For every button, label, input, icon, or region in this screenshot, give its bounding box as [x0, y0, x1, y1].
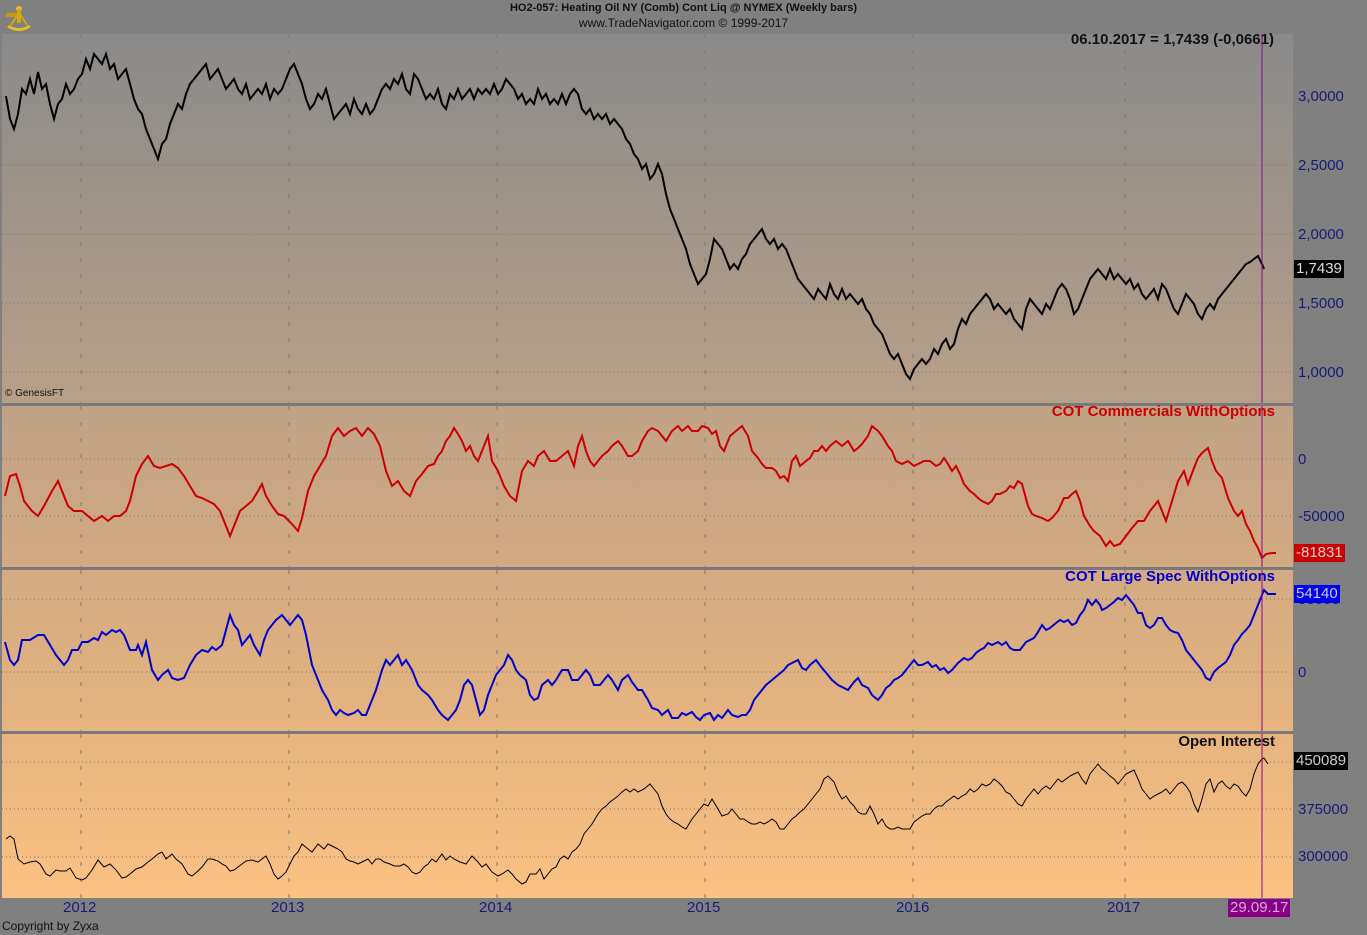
price-axis-15: 1,5000 [1298, 295, 1344, 312]
commercials-chart [2, 406, 1293, 567]
price-panel[interactable]: © GenesisFT [2, 34, 1293, 403]
large-spec-title: COT Large Spec WithOptions [1065, 568, 1275, 585]
commercials-current-tag: -81831 [1294, 544, 1345, 562]
price-axis-25: 2,5000 [1298, 157, 1344, 174]
last-value-label: 06.10.2017 = 1,7439 (-0,0661) [1070, 31, 1274, 48]
panel-divider[interactable] [0, 567, 1294, 570]
price-current-tag: 1,7439 [1294, 260, 1344, 278]
copyright-text: Copyright by Zyxa [2, 919, 99, 933]
price-chart [2, 34, 1293, 403]
commercials-axis-50000: -50000 [1298, 508, 1345, 525]
x-axis-2014: 2014 [479, 899, 513, 916]
x-axis-2016: 2016 [896, 899, 930, 916]
chart-subtitle: www.TradeNavigator.com © 1999-2017 [578, 16, 789, 30]
large-spec-current-tag: 54140 [1294, 585, 1340, 603]
commercials-panel[interactable] [2, 406, 1293, 567]
price-axis-2: 2,0000 [1298, 226, 1344, 243]
x-axis-2012: 2012 [63, 899, 97, 916]
commercials-title: COT Commercials WithOptions [1051, 403, 1275, 420]
cursor-date-tag: 29.09.17 [1228, 899, 1291, 917]
chart-title: HO2-057: Heating Oil NY (Comb) Cont Liq … [509, 2, 858, 14]
genesis-credit: © GenesisFT [5, 388, 65, 399]
open-interest-panel[interactable] [2, 734, 1293, 898]
sextant-logo-icon [3, 3, 35, 35]
open-interest-title: Open Interest [1178, 733, 1275, 750]
x-axis-2013: 2013 [271, 899, 305, 916]
price-axis-1: 1,0000 [1298, 364, 1344, 381]
x-axis-2015: 2015 [687, 899, 721, 916]
open-interest-chart [2, 734, 1293, 898]
price-axis-3: 3,0000 [1298, 88, 1344, 105]
panel-divider[interactable] [0, 403, 1294, 406]
oi-axis-300000: 300000 [1298, 848, 1349, 865]
panel-divider[interactable] [0, 731, 1294, 734]
commercials-axis-0: 0 [1298, 451, 1307, 468]
large-spec-chart [2, 570, 1293, 731]
large-spec-panel[interactable] [2, 570, 1293, 731]
large-spec-axis-0: 0 [1298, 664, 1307, 681]
oi-axis-375000: 375000 [1298, 801, 1349, 818]
oi-current-tag: 450089 [1294, 752, 1349, 770]
x-axis-2017: 2017 [1107, 899, 1141, 916]
